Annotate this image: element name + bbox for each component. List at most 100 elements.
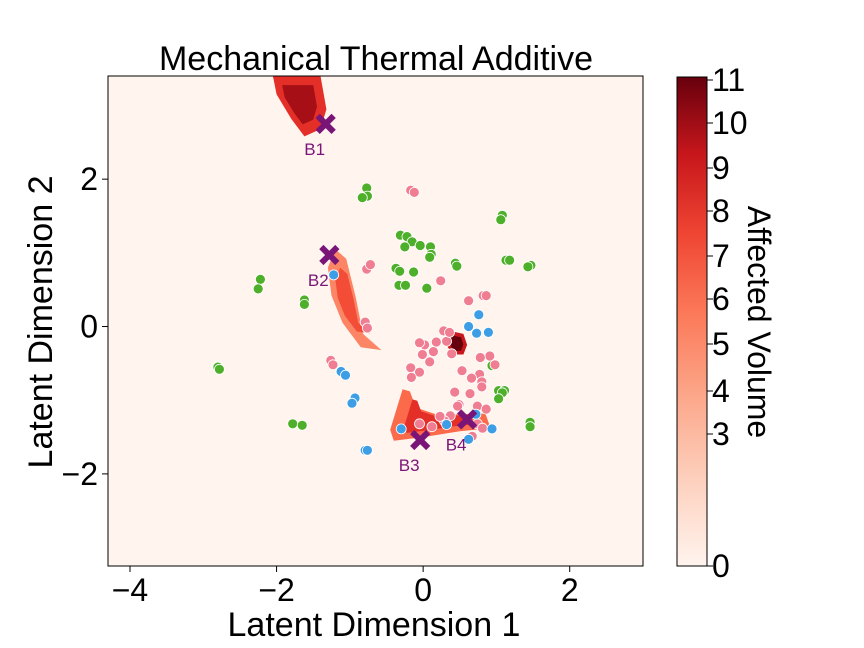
scatter-point xyxy=(399,241,411,253)
scatter-point xyxy=(252,283,264,295)
scatter-point xyxy=(477,422,488,434)
scatter-point xyxy=(495,214,507,226)
scatter-point xyxy=(480,403,492,415)
scatter-point xyxy=(486,423,498,435)
y-axis-label: Latent Dimension 2 xyxy=(22,176,60,469)
colorbar-tick-label: 11 xyxy=(712,62,745,98)
scatter-point xyxy=(463,433,475,445)
scatter-point xyxy=(441,335,453,347)
scatter-point xyxy=(361,444,373,456)
scatter-point xyxy=(473,309,485,321)
scatter-point xyxy=(446,348,458,360)
contour-center-left-core xyxy=(335,267,371,334)
scatter-point xyxy=(522,261,534,273)
scatter-point xyxy=(346,397,358,409)
scatter-point xyxy=(524,421,536,433)
scatter-point xyxy=(476,381,488,393)
scatter-point xyxy=(484,350,496,362)
x-axis: −4 −2 0 2 xyxy=(112,566,579,608)
contour-top-left-core xyxy=(282,85,317,125)
x-axis-label: Latent Dimension 1 xyxy=(228,606,521,644)
x-tick-label: 0 xyxy=(414,572,432,608)
scatter-point xyxy=(395,423,407,435)
scatter-point xyxy=(435,275,447,287)
scatter-point xyxy=(480,290,492,302)
y-tick-label: 0 xyxy=(80,309,98,345)
colorbar-label: Affected Volume xyxy=(741,206,777,438)
colorbar-tick-label: 6 xyxy=(712,281,730,317)
x-tick-label: 2 xyxy=(561,572,579,608)
scatter-point xyxy=(444,326,455,338)
scatter-point xyxy=(394,265,406,277)
scatter-point xyxy=(414,366,425,378)
scatter-point xyxy=(427,346,439,358)
scatter-point xyxy=(400,279,411,291)
colorbar-tick-label: 9 xyxy=(712,150,730,186)
scatter-point xyxy=(364,259,376,271)
scatter-point xyxy=(296,419,308,431)
scatter-point xyxy=(474,352,486,363)
y-tick-label: 2 xyxy=(80,161,98,197)
y-axis: −2 0 2 xyxy=(62,161,108,492)
scatter-point xyxy=(424,251,436,263)
scatter-point xyxy=(441,419,453,430)
annotation-layer: B1 B2 B3 B4 xyxy=(304,113,478,475)
scatter-point xyxy=(471,327,483,339)
scatter-point xyxy=(463,295,475,307)
scatter-point xyxy=(414,418,425,430)
scatter-point xyxy=(466,372,477,384)
scatter-point xyxy=(430,336,442,348)
scatter-point xyxy=(340,369,351,381)
x-tick-label: −4 xyxy=(112,572,148,608)
scatter-point xyxy=(452,400,464,412)
marker-label: B3 xyxy=(399,456,420,475)
scatter-point xyxy=(361,322,373,334)
scatter-point xyxy=(408,266,420,278)
colorbar-tick-label: 10 xyxy=(712,105,748,141)
scatter-point xyxy=(493,393,505,405)
plot-frame xyxy=(107,75,644,567)
colorbar-ticks: 0 3 4 5 6 7 8 9 10 11 xyxy=(707,62,748,584)
scatter-point xyxy=(482,326,494,338)
contour-center-small-core xyxy=(449,334,464,351)
scatter-point xyxy=(424,356,436,368)
colorbar-tick-label: 4 xyxy=(712,373,730,409)
colorbar-tick-label: 8 xyxy=(712,193,730,229)
scatter-point xyxy=(408,186,420,198)
scatter-point xyxy=(414,337,425,349)
scatter-point xyxy=(356,192,368,204)
scatter-point xyxy=(254,273,266,285)
chart-title: Mechanical Thermal Additive xyxy=(159,40,593,78)
plot-area xyxy=(108,76,643,566)
marker-label: B1 xyxy=(304,140,325,159)
scatter-point xyxy=(504,254,516,266)
x-tick-label: −2 xyxy=(258,572,294,608)
colorbar-tick-label: 3 xyxy=(712,416,730,452)
marker-b3 xyxy=(410,429,431,451)
y-tick-label: −2 xyxy=(62,456,98,492)
scatter-point xyxy=(463,321,475,332)
scatter-point xyxy=(434,410,446,422)
colorbar-tick-label: 0 xyxy=(712,548,730,584)
scatter-point xyxy=(464,388,476,400)
scatter-point xyxy=(426,421,438,433)
scatter-point xyxy=(449,386,461,398)
scatter-point xyxy=(213,363,225,375)
scatter-point xyxy=(456,365,468,377)
marker-b2 xyxy=(319,244,340,266)
colorbar-tick-label: 7 xyxy=(712,238,730,274)
scatter-point xyxy=(489,359,501,371)
scatter-point xyxy=(328,269,340,281)
scatter-point xyxy=(414,240,426,251)
scatter-point xyxy=(327,359,339,371)
marker-b1 xyxy=(315,113,336,135)
colorbar-tick-label: 5 xyxy=(712,326,730,362)
scatter-layer xyxy=(212,182,537,456)
scatter-point xyxy=(451,260,463,272)
scatter-point xyxy=(287,418,299,430)
scatter-point xyxy=(405,371,417,383)
scatter-point xyxy=(416,349,428,360)
marker-label: B2 xyxy=(308,271,329,290)
marker-label: B4 xyxy=(446,435,467,454)
